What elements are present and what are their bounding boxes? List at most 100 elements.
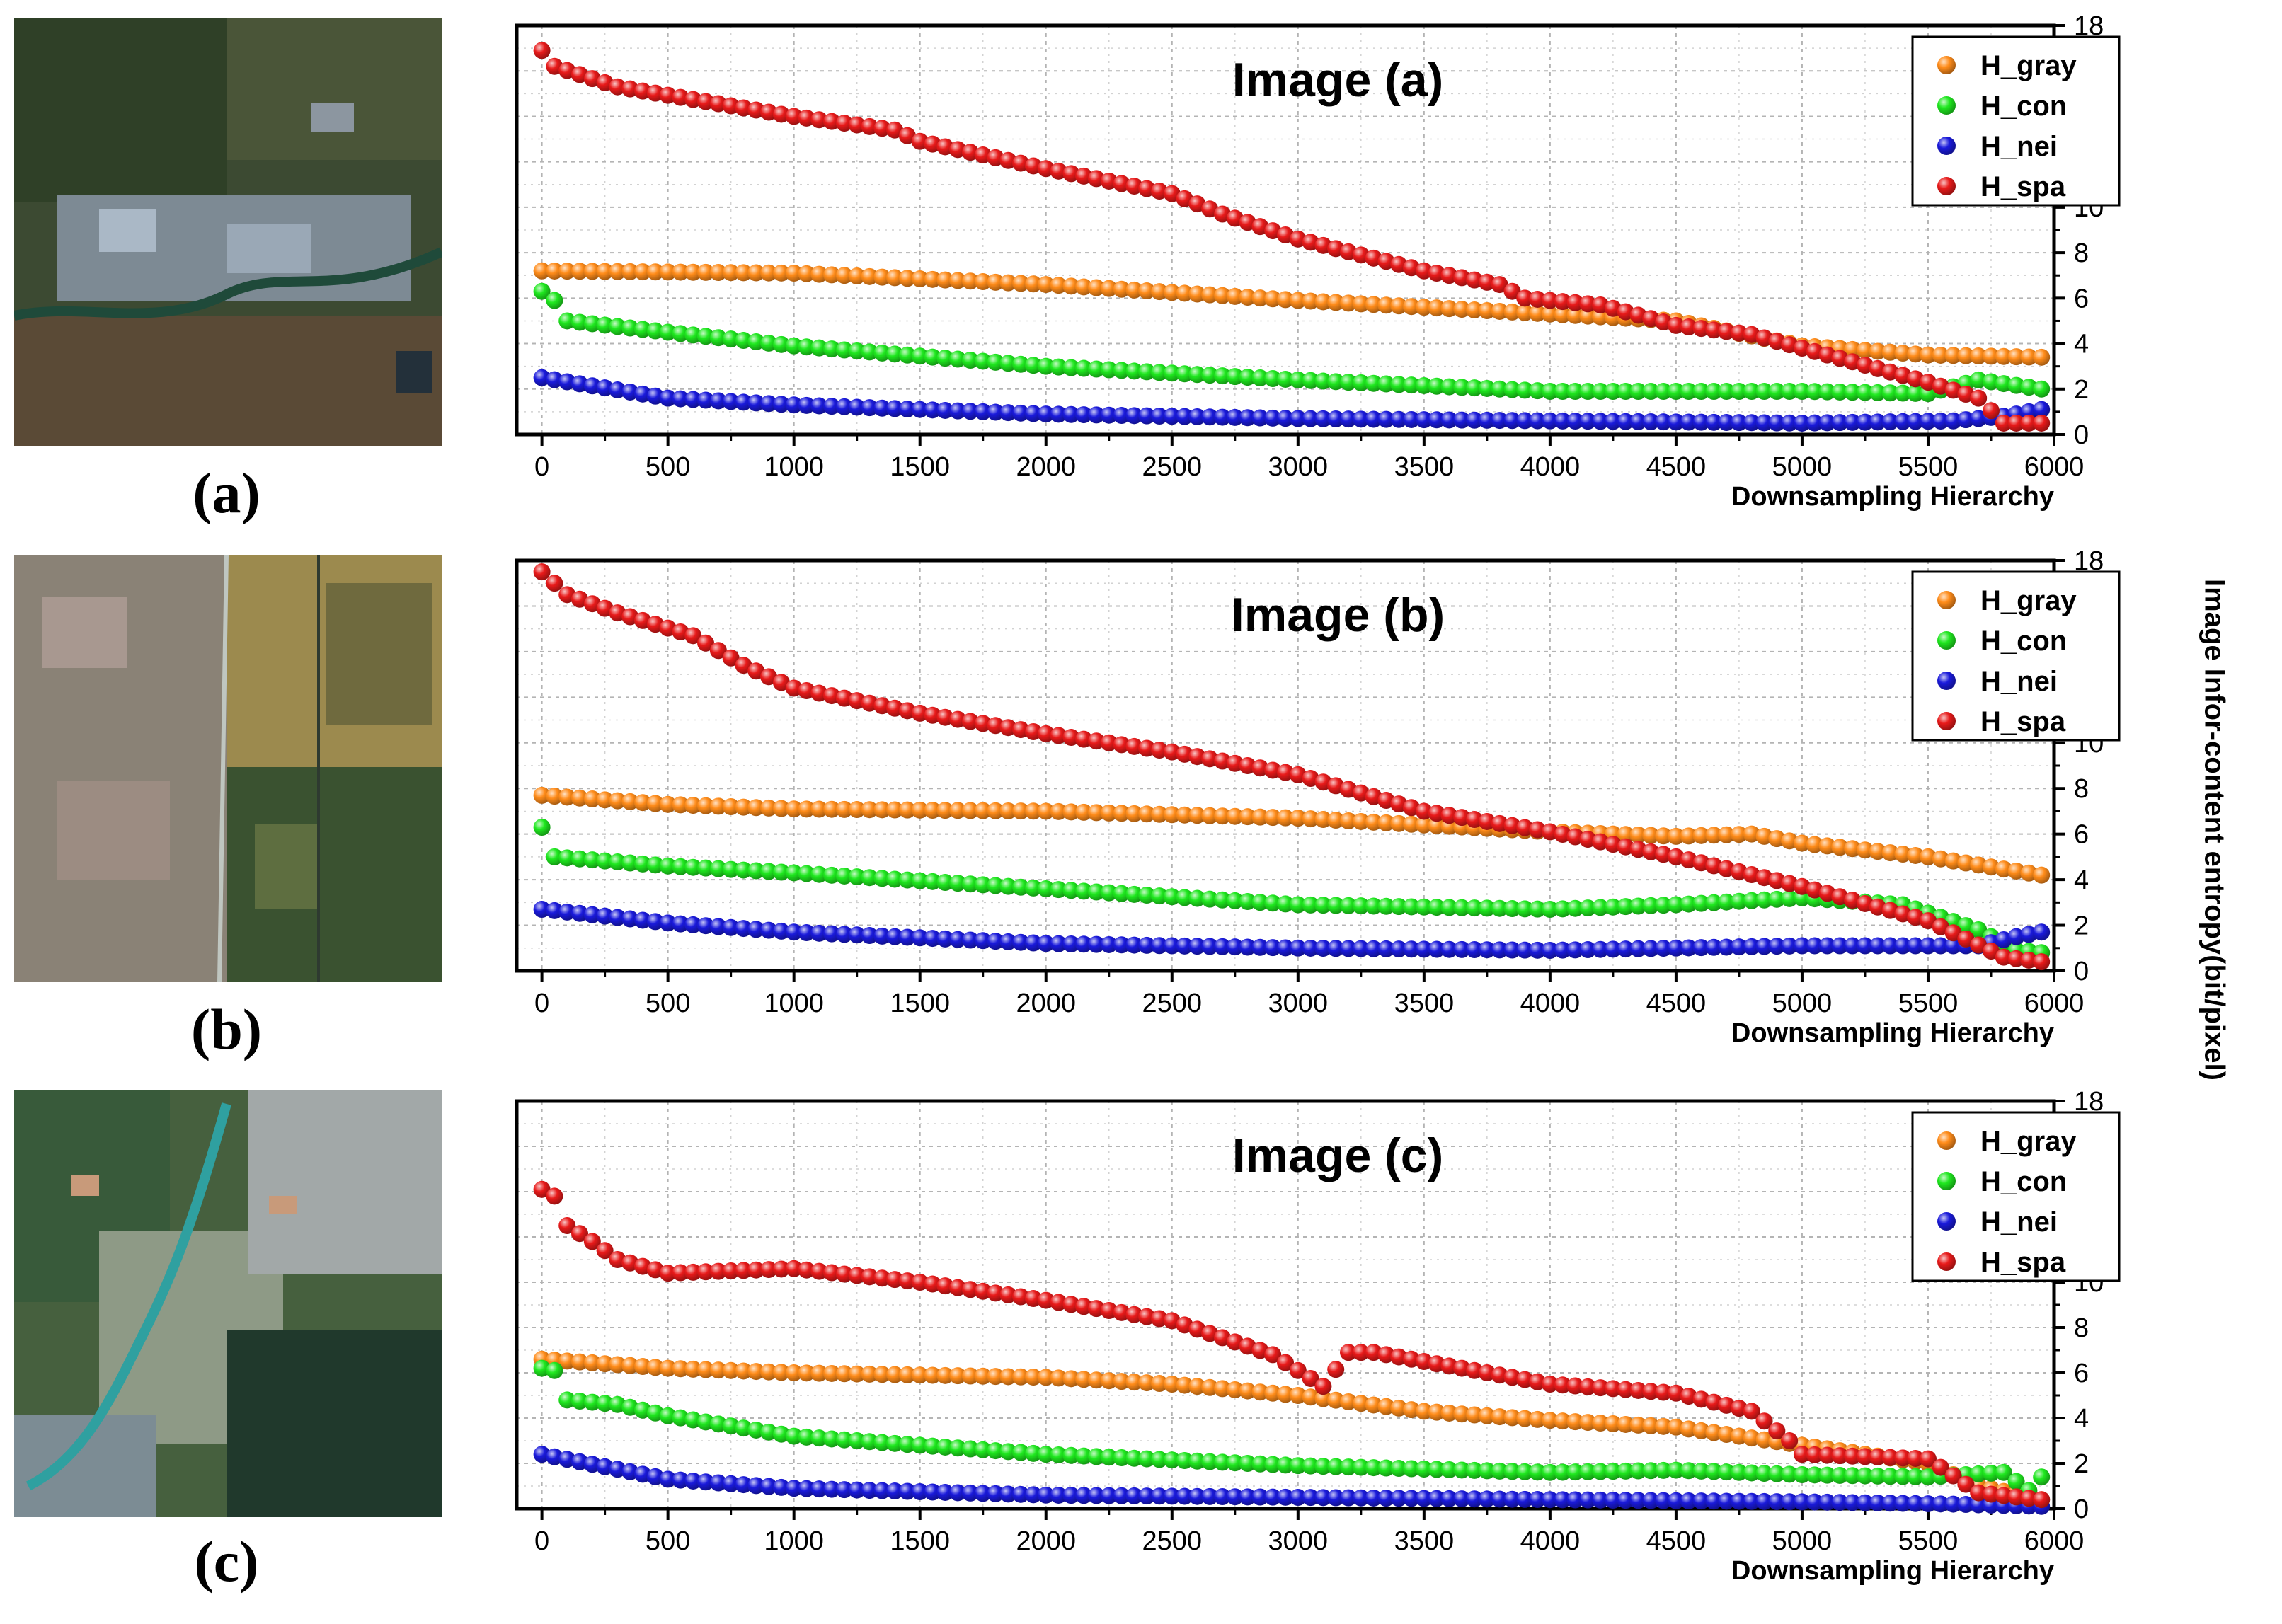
data-point-H_gray (571, 789, 589, 807)
data-point-H_spa (1478, 812, 1496, 830)
data-point-H_gray (835, 1365, 853, 1383)
data-point-H_gray (1352, 295, 1370, 313)
data-point-H_con (735, 1419, 752, 1437)
data-point-H_con (1176, 1452, 1193, 1469)
x-tick-label: 4000 (1520, 989, 1581, 1018)
data-point-H_con (1226, 892, 1244, 909)
data-point-H_spa (1503, 817, 1521, 834)
data-point-H_con (823, 1430, 841, 1448)
data-point-H_gray (760, 264, 778, 282)
data-point-H_nei (1579, 941, 1597, 959)
data-point-H_gray (848, 801, 866, 819)
data-point-H_spa (772, 105, 790, 123)
data-point-H_gray (1944, 852, 1962, 870)
data-point-H_gray (1264, 290, 1282, 308)
data-point-H_gray (1037, 1369, 1055, 1386)
data-point-H_con (558, 849, 576, 867)
data-point-H_gray (646, 795, 664, 812)
data-point-H_nei (760, 921, 778, 939)
data-point-H_gray (785, 1364, 803, 1381)
data-point-H_spa (974, 1282, 992, 1300)
data-point-H_nei (1478, 1490, 1496, 1508)
data-point-H_con (1529, 1463, 1547, 1481)
data-point-H_spa (1037, 1291, 1055, 1309)
data-point-H_spa (1024, 722, 1042, 740)
data-point-H_gray (1592, 1415, 1610, 1432)
data-point-H_gray (1188, 1378, 1206, 1395)
data-point-H_con (1730, 382, 1748, 400)
data-point-H_gray (936, 1366, 954, 1384)
data-point-H_gray (999, 274, 1017, 292)
data-point-H_spa (1428, 805, 1445, 822)
data-point-H_nei (1831, 414, 1849, 432)
data-point-H_gray (1377, 296, 1395, 314)
data-point-H_spa (1289, 1361, 1307, 1379)
data-point-H_spa (1491, 1366, 1508, 1384)
data-point-H_spa (987, 717, 1004, 735)
data-point-H_spa (1667, 316, 1685, 334)
data-point-H_con (1730, 1463, 1748, 1481)
data-point-H_con (848, 342, 866, 359)
data-point-H_nei (1024, 934, 1042, 952)
data-point-H_spa (1213, 752, 1231, 770)
data-point-H_nei (1768, 1493, 1786, 1511)
data-point-H_con (898, 1436, 916, 1453)
data-point-H_con (861, 869, 878, 887)
data-point-H_nei (1150, 1487, 1168, 1505)
legend-label-H_gray: H_gray (1980, 50, 2077, 81)
x-tick-label: 5500 (1898, 452, 1959, 482)
data-point-H_gray (1087, 279, 1105, 296)
data-point-H_gray (1592, 308, 1610, 326)
data-point-H_gray (1201, 286, 1219, 304)
data-point-H_nei (974, 932, 992, 950)
data-point-H_spa (1264, 1346, 1282, 1364)
data-point-H_con (1138, 887, 1156, 904)
data-point-H_con (1529, 382, 1547, 400)
data-point-H_nei (1327, 410, 1345, 428)
data-point-H_nei (634, 1465, 652, 1483)
data-point-H_spa (1970, 936, 1988, 954)
data-point-H_spa (1403, 1350, 1421, 1368)
data-point-H_nei (785, 396, 803, 414)
data-point-H_nei (709, 392, 727, 410)
data-point-H_nei (1188, 408, 1206, 425)
data-point-H_con (1163, 1451, 1181, 1469)
data-point-H_con (949, 875, 967, 892)
x-tick-label: 0 (534, 1526, 549, 1556)
data-point-H_con (1314, 372, 1332, 390)
data-point-H_nei (810, 1480, 828, 1498)
data-point-H_gray (772, 1364, 790, 1381)
data-point-H_con (1655, 897, 1673, 914)
data-point-H_nei (999, 1485, 1017, 1503)
data-point-H_con (1781, 1465, 1799, 1483)
data-point-H_con (1024, 357, 1042, 374)
data-point-H_spa (659, 1265, 677, 1282)
data-point-H_nei (1163, 937, 1181, 955)
data-point-H_spa (785, 108, 803, 125)
data-point-H_gray (961, 802, 979, 819)
data-point-H_nei (1327, 940, 1345, 957)
data-point-H_nei (1037, 405, 1055, 423)
data-point-H_spa (1188, 748, 1206, 766)
data-point-H_spa (1592, 833, 1610, 851)
data-point-H_spa (1579, 831, 1597, 848)
data-point-H_gray (1201, 807, 1219, 824)
data-point-H_gray (785, 800, 803, 818)
data-point-H_nei (1314, 940, 1332, 957)
data-point-H_gray (1957, 347, 1975, 364)
data-point-H_con (1617, 898, 1634, 916)
data-point-H_con (1213, 1453, 1231, 1471)
data-point-H_nei (772, 396, 790, 413)
x-tick-label: 500 (646, 452, 690, 482)
data-point-H_con (810, 1429, 828, 1447)
data-point-H_gray (1705, 827, 1723, 844)
data-point-H_con (861, 343, 878, 361)
data-point-H_nei (1970, 410, 1988, 427)
data-point-H_spa (1655, 846, 1673, 863)
data-point-H_nei (936, 930, 954, 948)
data-point-H_con (1327, 897, 1345, 914)
data-point-H_con (1340, 1458, 1358, 1476)
data-point-H_con (672, 858, 689, 875)
data-point-H_spa (1970, 389, 1988, 407)
data-point-H_gray (1629, 826, 1647, 843)
